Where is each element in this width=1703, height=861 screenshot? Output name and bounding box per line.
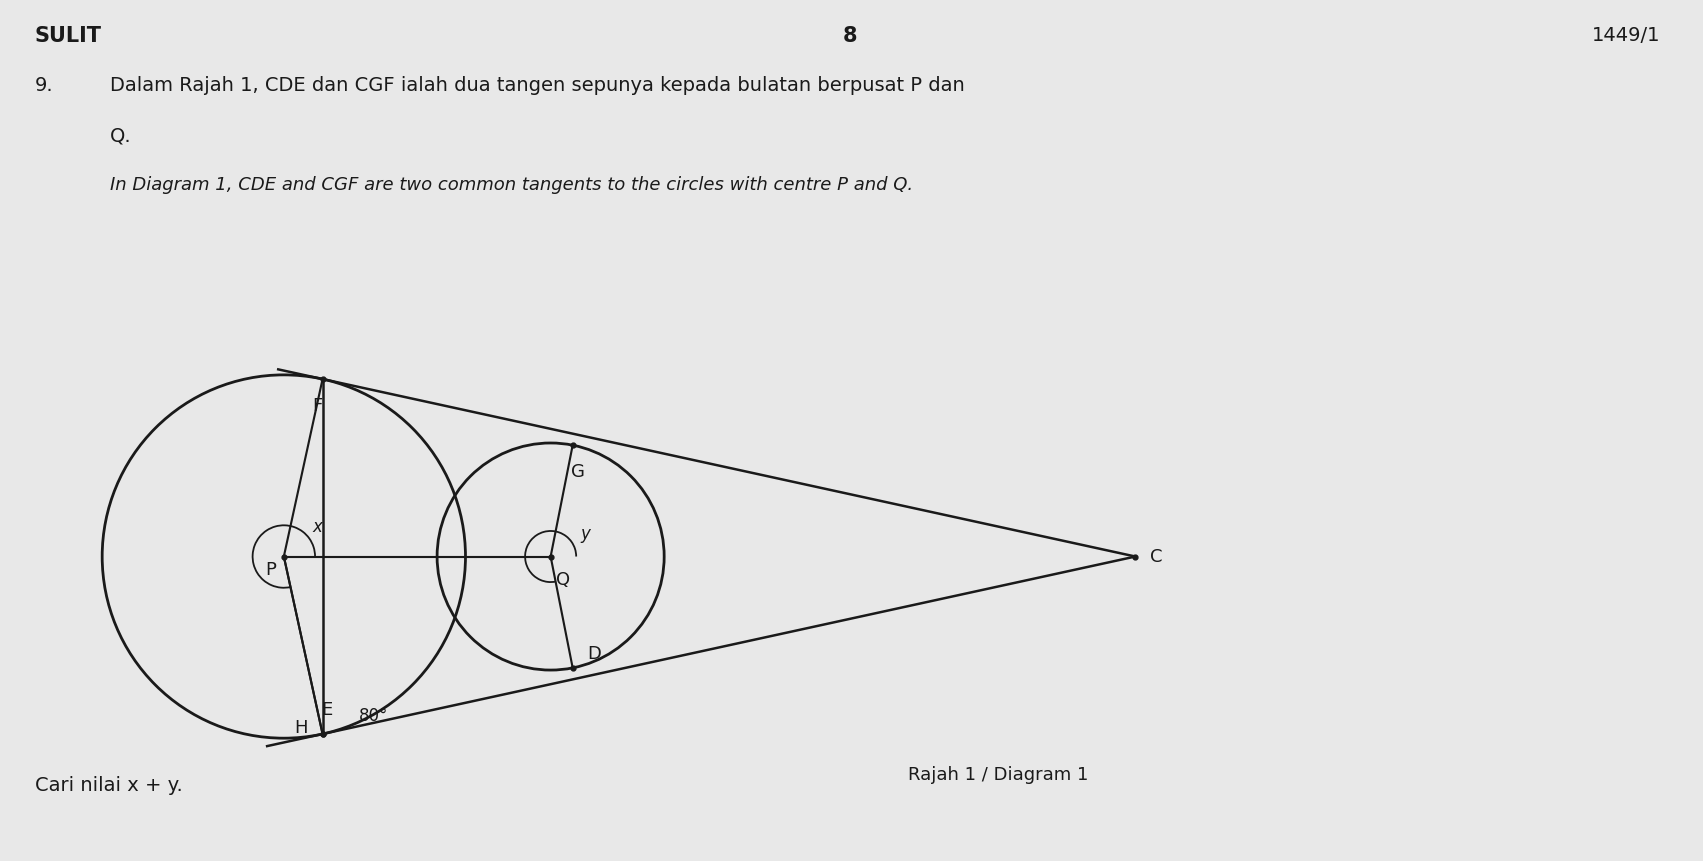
Text: 8: 8 bbox=[843, 26, 857, 46]
Text: G: G bbox=[572, 463, 586, 480]
Text: Q: Q bbox=[557, 572, 571, 589]
Text: x: x bbox=[312, 518, 322, 536]
Text: Cari nilai x + y.: Cari nilai x + y. bbox=[36, 776, 182, 795]
Text: 1449/1: 1449/1 bbox=[1592, 26, 1660, 45]
Text: Dalam Rajah 1, CDE dan CGF ialah dua tangen sepunya kepada bulatan berpusat P da: Dalam Rajah 1, CDE dan CGF ialah dua tan… bbox=[111, 76, 966, 95]
Text: SULIT: SULIT bbox=[36, 26, 102, 46]
Text: E: E bbox=[322, 701, 332, 719]
Text: Rajah 1 / Diagram 1: Rajah 1 / Diagram 1 bbox=[908, 765, 1088, 784]
Text: Q.: Q. bbox=[111, 126, 131, 145]
Text: 80°: 80° bbox=[359, 707, 388, 725]
Text: C: C bbox=[1150, 548, 1163, 566]
Text: P: P bbox=[266, 561, 276, 579]
Text: 9.: 9. bbox=[36, 76, 53, 95]
Text: H: H bbox=[295, 719, 308, 737]
Text: y: y bbox=[581, 525, 589, 543]
Text: D: D bbox=[588, 646, 601, 664]
Text: F: F bbox=[312, 397, 322, 415]
Text: In Diagram 1, CDE and CGF are two common tangents to the circles with centre P a: In Diagram 1, CDE and CGF are two common… bbox=[111, 176, 913, 194]
